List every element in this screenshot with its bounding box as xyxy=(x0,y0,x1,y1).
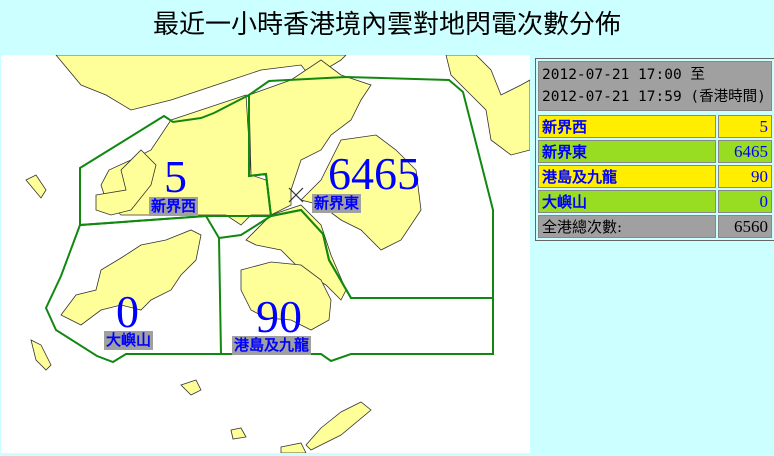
summary-panel: 2012-07-21 17:00 至 2012-07-21 17:59 (香港時… xyxy=(535,58,774,241)
table-row: 大嶼山 0 xyxy=(538,190,772,213)
region-name: 新界東 xyxy=(538,140,716,163)
label-new-territories-east: 新界東 xyxy=(312,194,362,213)
region-name: 大嶼山 xyxy=(538,190,716,213)
total-row: 全港總次數: 6560 xyxy=(538,215,772,238)
region-name: 港島及九龍 xyxy=(538,165,716,188)
region-count: 0 xyxy=(718,190,772,213)
lightning-map: 5 新界西 6465 新界東 90 港島及九龍 0 大嶼山 xyxy=(1,55,530,453)
count-new-territories-west: 5 xyxy=(164,151,187,202)
region-name: 新界西 xyxy=(538,115,716,138)
land xyxy=(25,55,530,453)
total-count: 6560 xyxy=(718,215,772,238)
total-label: 全港總次數: xyxy=(538,215,716,238)
table-row: 新界東 6465 xyxy=(538,140,772,163)
count-lantau: 0 xyxy=(116,286,139,337)
boundary-hk-kowloon xyxy=(218,208,494,363)
count-new-territories-east: 6465 xyxy=(328,148,420,199)
page-title: 最近一小時香港境內雲對地閃電次數分佈 xyxy=(152,10,621,40)
count-hk-kowloon: 90 xyxy=(256,291,302,342)
cross-marker-icon xyxy=(288,187,304,203)
period-start: 2012-07-21 17:00 至 xyxy=(542,67,705,83)
period-end: 2012-07-21 17:59 (香港時間) xyxy=(542,89,766,105)
label-hk-kowloon: 港島及九龍 xyxy=(232,336,312,355)
table-row: 新界西 5 xyxy=(538,115,772,138)
label-lantau: 大嶼山 xyxy=(104,331,154,350)
region-boundaries xyxy=(44,75,494,364)
map-svg xyxy=(25,55,530,453)
region-count: 90 xyxy=(718,165,772,188)
region-count: 6465 xyxy=(718,140,772,163)
time-period: 2012-07-21 17:00 至 2012-07-21 17:59 (香港時… xyxy=(538,61,772,111)
counts-table: 新界西 5 新界東 6465 港島及九龍 90 大嶼山 0 全港總次數: 656… xyxy=(536,113,774,240)
boundary-lantau xyxy=(44,214,223,364)
region-count: 5 xyxy=(718,115,772,138)
label-new-territories-west: 新界西 xyxy=(149,197,199,216)
table-row: 港島及九龍 90 xyxy=(538,165,772,188)
